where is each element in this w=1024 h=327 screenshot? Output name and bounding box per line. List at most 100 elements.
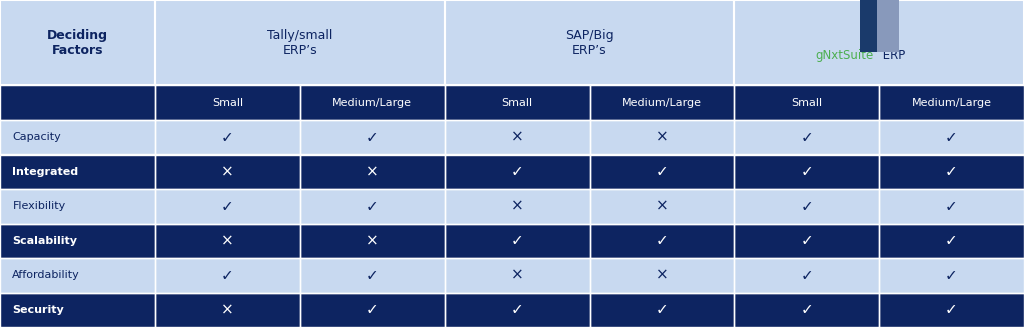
Text: ✓: ✓	[511, 302, 523, 317]
Bar	[444, 258, 590, 292]
Bar	[0, 0, 155, 85]
Text: gNxtSuite: gNxtSuite	[816, 49, 874, 62]
Bar	[155, 189, 300, 223]
Text: Capacity: Capacity	[12, 132, 61, 142]
Bar	[880, 223, 1024, 258]
Bar	[734, 292, 880, 327]
Text: Flexibility: Flexibility	[12, 201, 66, 211]
Text: ✓: ✓	[945, 164, 958, 179]
Bar	[300, 120, 444, 154]
Bar	[444, 223, 590, 258]
Bar	[444, 85, 590, 120]
Text: Small: Small	[792, 97, 822, 108]
Bar	[590, 189, 734, 223]
Text: SAP/Big
ERP’s: SAP/Big ERP’s	[565, 28, 613, 57]
Text: ×: ×	[221, 233, 233, 248]
Text: Medium/Large: Medium/Large	[911, 97, 991, 108]
Bar	[300, 85, 444, 120]
Bar	[155, 292, 300, 327]
Text: ×: ×	[221, 302, 233, 317]
Bar	[444, 292, 590, 327]
Text: ✓: ✓	[511, 233, 523, 248]
Bar	[444, 154, 590, 189]
Bar	[590, 258, 734, 292]
Bar	[444, 189, 590, 223]
Bar	[155, 258, 300, 292]
Bar	[0, 85, 155, 120]
Text: ✓: ✓	[945, 199, 958, 214]
Bar	[734, 120, 880, 154]
Bar	[880, 120, 1024, 154]
Text: Small: Small	[212, 97, 243, 108]
Text: Affordability: Affordability	[12, 270, 80, 280]
Text: Tally/small
ERP’s: Tally/small ERP’s	[267, 28, 333, 57]
Bar	[155, 120, 300, 154]
Bar	[880, 258, 1024, 292]
Bar	[590, 120, 734, 154]
Bar	[300, 189, 444, 223]
Bar	[880, 292, 1024, 327]
Bar	[444, 189, 590, 223]
Text: ✓: ✓	[221, 130, 233, 145]
Bar	[0, 120, 155, 154]
Text: ✓: ✓	[801, 164, 813, 179]
Bar	[734, 223, 880, 258]
Bar	[590, 85, 734, 120]
Text: ✓: ✓	[801, 233, 813, 248]
Bar	[590, 154, 734, 189]
Bar	[444, 154, 590, 189]
Text: Scalability: Scalability	[12, 236, 78, 246]
Text: ✓: ✓	[366, 302, 379, 317]
Bar	[155, 154, 300, 189]
Text: Medium/Large: Medium/Large	[332, 97, 413, 108]
Bar	[880, 223, 1024, 258]
Bar	[880, 258, 1024, 292]
Bar	[590, 120, 734, 154]
Bar	[155, 223, 300, 258]
Bar	[0, 154, 155, 189]
Bar	[0, 292, 155, 327]
Text: ✓: ✓	[801, 130, 813, 145]
Bar	[444, 85, 590, 120]
Text: Medium/Large: Medium/Large	[622, 97, 701, 108]
Bar	[880, 85, 1024, 120]
Bar	[300, 292, 444, 327]
Text: ×: ×	[221, 164, 233, 179]
Bar	[590, 189, 734, 223]
Bar	[880, 189, 1024, 223]
Bar	[300, 85, 444, 120]
Bar	[734, 292, 880, 327]
Text: ✓: ✓	[801, 268, 813, 283]
Bar	[734, 258, 880, 292]
Bar	[300, 154, 444, 189]
Text: Security: Security	[12, 305, 65, 315]
Bar	[155, 0, 444, 85]
Bar	[300, 223, 444, 258]
Text: ✓: ✓	[945, 233, 958, 248]
Bar	[734, 85, 880, 120]
Bar	[444, 292, 590, 327]
Bar	[444, 0, 734, 85]
Text: ×: ×	[366, 164, 379, 179]
Bar	[300, 292, 444, 327]
Text: ✓: ✓	[801, 199, 813, 214]
Bar	[155, 85, 300, 120]
Bar	[880, 85, 1024, 120]
Text: ✓: ✓	[221, 268, 233, 283]
Bar	[0, 0, 155, 85]
Bar	[590, 223, 734, 258]
Bar	[155, 292, 300, 327]
Text: ×: ×	[511, 199, 523, 214]
Bar	[0, 223, 155, 258]
Bar	[590, 223, 734, 258]
Bar	[860, 0, 878, 52]
Bar	[300, 258, 444, 292]
Text: ✓: ✓	[655, 233, 669, 248]
Text: ✓: ✓	[511, 164, 523, 179]
Bar	[444, 120, 590, 154]
Bar	[734, 85, 880, 120]
Bar	[0, 292, 155, 327]
Text: ✓: ✓	[945, 302, 958, 317]
Text: ×: ×	[511, 268, 523, 283]
Text: ✓: ✓	[221, 199, 233, 214]
